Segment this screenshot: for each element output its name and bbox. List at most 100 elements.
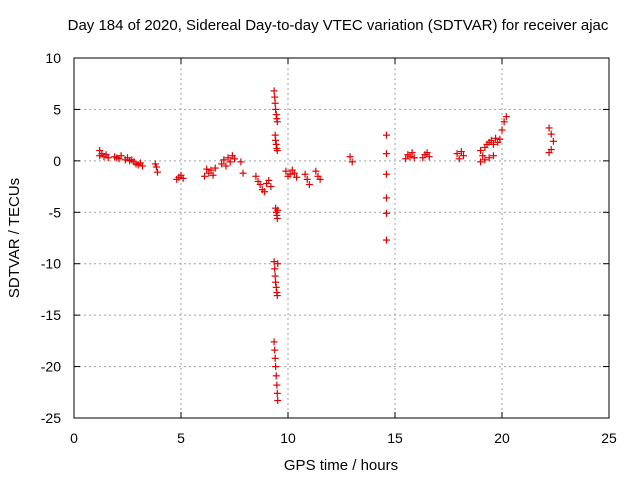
data-point [500, 118, 508, 126]
data-point [455, 155, 463, 163]
data-point [270, 338, 278, 346]
data-point [489, 152, 497, 160]
data-point [312, 167, 320, 175]
data-point [203, 165, 211, 173]
data-point [408, 149, 416, 157]
data-point [382, 194, 390, 202]
data-point [270, 258, 278, 266]
y-tick-label: 5 [53, 101, 61, 117]
data-point [479, 152, 487, 160]
data-point [267, 183, 275, 191]
data-point [274, 260, 282, 268]
y-tick-label: -15 [41, 307, 61, 323]
data-point [265, 176, 273, 184]
data-point [481, 156, 489, 164]
data-point [282, 167, 290, 175]
data-point [224, 154, 232, 162]
data-point [406, 153, 414, 161]
data-points [96, 87, 557, 405]
data-point [545, 149, 553, 157]
x-axis-label: GPS time / hours [284, 457, 398, 474]
data-point [271, 272, 279, 280]
data-point [138, 162, 146, 170]
y-axis-label: SDTVAR / TECUs [6, 178, 23, 298]
data-point [477, 158, 485, 166]
data-point [316, 175, 324, 183]
data-point [498, 126, 506, 134]
data-point [272, 140, 280, 148]
y-tick-label: 0 [53, 153, 61, 169]
data-point [207, 166, 215, 174]
data-point [290, 169, 298, 177]
x-tick-label: 20 [494, 430, 510, 446]
y-tick-label: -10 [41, 256, 61, 272]
data-point [271, 93, 279, 101]
data-point [211, 164, 219, 172]
data-point [179, 174, 187, 182]
data-point [382, 150, 390, 158]
data-point [237, 158, 245, 166]
data-point [272, 136, 280, 144]
data-point [271, 354, 279, 362]
y-tick-label: -25 [41, 410, 61, 426]
data-point [382, 131, 390, 139]
x-tick-label: 15 [387, 430, 403, 446]
data-point [270, 87, 278, 95]
data-point [410, 154, 418, 162]
data-point [260, 188, 268, 196]
data-point [477, 147, 485, 155]
data-point [496, 135, 504, 143]
data-point [272, 363, 280, 371]
data-point [104, 154, 112, 162]
data-point [220, 156, 228, 164]
data-point [256, 181, 264, 189]
data-point [423, 149, 431, 157]
y-tick-label: -5 [49, 204, 62, 220]
data-point [485, 154, 493, 162]
grid-lines [74, 58, 609, 418]
y-tick-label: -20 [41, 359, 61, 375]
x-tick-label: 0 [70, 430, 78, 446]
data-point [272, 278, 280, 286]
data-point [293, 173, 301, 181]
data-point [273, 292, 281, 300]
data-point [382, 170, 390, 178]
data-point [402, 155, 410, 163]
data-point [348, 158, 356, 166]
data-point [272, 372, 280, 380]
data-point [489, 140, 497, 148]
data-point [153, 168, 161, 176]
data-point [222, 162, 230, 170]
x-tick-label: 10 [280, 430, 296, 446]
x-tick-label: 25 [601, 430, 617, 446]
data-point [382, 236, 390, 244]
data-point [492, 134, 500, 142]
y-tick-label: 10 [45, 50, 61, 66]
data-point [201, 172, 209, 180]
data-point [273, 389, 281, 397]
data-point [382, 209, 390, 217]
data-point [271, 265, 279, 273]
data-point [209, 171, 217, 179]
data-point [274, 397, 282, 405]
data-point [273, 147, 281, 155]
plot-frame [73, 57, 610, 419]
axis-ticks: 0 5 10 15 20 25 10 5 0 -5 -10 -15 -20 -25 [41, 50, 617, 446]
data-point [487, 136, 495, 144]
data-point [152, 163, 160, 171]
data-point [547, 130, 555, 138]
data-point [231, 155, 238, 163]
data-point [273, 118, 281, 126]
data-point [303, 175, 311, 183]
x-tick-label: 5 [177, 430, 185, 446]
data-point [457, 148, 465, 156]
data-point [274, 206, 282, 214]
data-point [286, 170, 294, 178]
data-point [301, 170, 309, 178]
data-point [226, 158, 234, 166]
data-point [545, 124, 553, 132]
data-point [272, 111, 280, 119]
data-point [273, 381, 281, 389]
